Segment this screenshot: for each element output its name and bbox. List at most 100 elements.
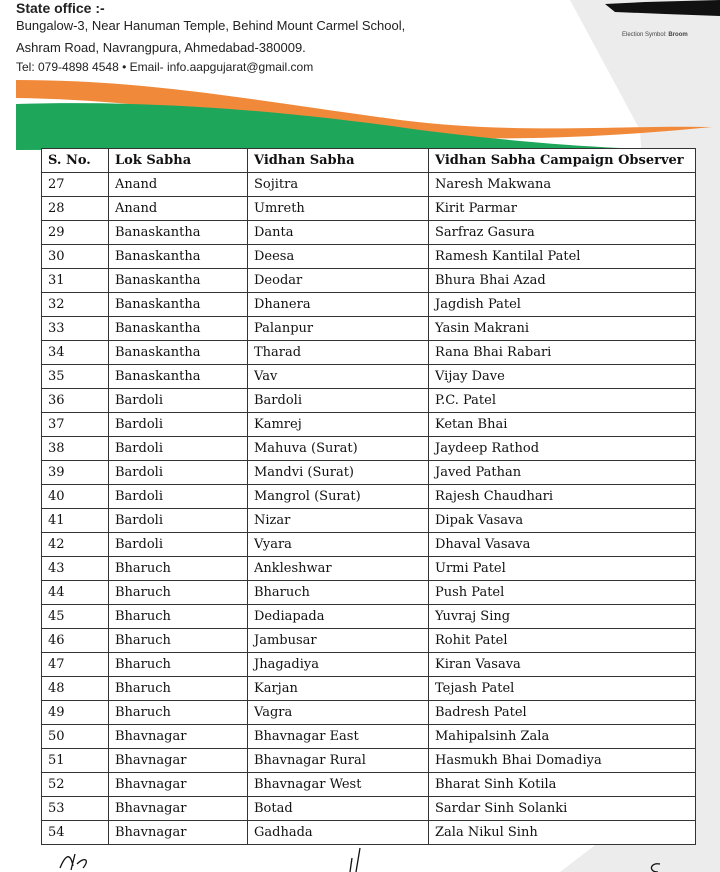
cell-sno: 53: [41, 796, 109, 821]
table-row: 51 Bhavnagar Bhavnagar Rural Hasmukh Bhai D…: [41, 748, 696, 773]
cell-sno: 32: [41, 292, 109, 317]
cell-observer: Rajesh Chaudhari: [428, 484, 696, 509]
table-row: 31 Banaskantha Deodar Bhura Bhai Azad: [41, 268, 696, 293]
cell-sno: 36: [41, 388, 109, 413]
cell-sno: 45: [41, 604, 109, 629]
table-row: 30 Banaskantha Deesa Ramesh Kantilal Patel: [41, 244, 696, 269]
cell-vidhan-sabha: Dhanera: [247, 292, 429, 317]
cell-lok-sabha: Bhavnagar: [108, 724, 248, 749]
signature-2: [349, 847, 361, 872]
cell-lok-sabha: Bardoli: [108, 508, 248, 533]
cell-vidhan-sabha: Bhavnagar Rural: [247, 748, 429, 773]
observer-table: S. No. Lok Sabha Vidhan Sabha Vidhan Sab…: [41, 148, 696, 845]
cell-sno: 49: [41, 700, 109, 725]
cell-observer: Kiran Vasava: [428, 652, 696, 677]
cell-lok-sabha: Bardoli: [108, 484, 248, 509]
cell-vidhan-sabha: Vyara: [247, 532, 429, 557]
cell-observer: Jagdish Patel: [428, 292, 696, 317]
cell-lok-sabha: Bardoli: [108, 388, 248, 413]
signature-3: [650, 863, 661, 872]
table-row: 53 Bhavnagar Botad Sardar Sinh Solanki: [41, 796, 696, 821]
cell-observer: Badresh Patel: [428, 700, 696, 725]
cell-sno: 54: [41, 820, 109, 845]
cell-vidhan-sabha: Bharuch: [247, 580, 429, 605]
cell-vidhan-sabha: Mahuva (Surat): [247, 436, 429, 461]
cell-vidhan-sabha: Deesa: [247, 244, 429, 269]
cell-sno: 40: [41, 484, 109, 509]
cell-sno: 41: [41, 508, 109, 533]
cell-lok-sabha: Anand: [108, 196, 248, 221]
cell-observer: Kirit Parmar: [428, 196, 696, 221]
table-row: 43 Bharuch Ankleshwar Urmi Patel: [41, 556, 696, 581]
cell-observer: Push Patel: [428, 580, 696, 605]
table-row: 27 Anand Sojitra Naresh Makwana: [41, 172, 696, 197]
col-lok-sabha: Lok Sabha: [108, 148, 248, 173]
table-row: 33 Banaskantha Palanpur Yasin Makrani: [41, 316, 696, 341]
cell-observer: Ramesh Kantilal Patel: [428, 244, 696, 269]
election-symbol: Election Symbol: Broom: [622, 32, 688, 38]
cell-observer: Sardar Sinh Solanki: [428, 796, 696, 821]
table-row: 54 Bhavnagar Gadhada Zala Nikul Sinh: [41, 820, 696, 845]
cell-observer: Hasmukh Bhai Domadiya: [428, 748, 696, 773]
table-row: 47 Bharuch Jhagadiya Kiran Vasava: [41, 652, 696, 677]
table-row: 45 Bharuch Dediapada Yuvraj Sing: [41, 604, 696, 629]
office-title: State office :-: [16, 0, 105, 16]
cell-sno: 38: [41, 436, 109, 461]
cell-lok-sabha: Bharuch: [108, 676, 248, 701]
cell-sno: 31: [41, 268, 109, 293]
cell-vidhan-sabha: Gadhada: [247, 820, 429, 845]
table-row: 39 Bardoli Mandvi (Surat) Javed Pathan: [41, 460, 696, 485]
cell-vidhan-sabha: Bardoli: [247, 388, 429, 413]
cell-sno: 48: [41, 676, 109, 701]
cell-observer: Javed Pathan: [428, 460, 696, 485]
cell-lok-sabha: Bhavnagar: [108, 748, 248, 773]
table-row: 37 Bardoli Kamrej Ketan Bhai: [41, 412, 696, 437]
cell-lok-sabha: Bardoli: [108, 412, 248, 437]
cell-vidhan-sabha: Bhavnagar West: [247, 772, 429, 797]
cell-sno: 51: [41, 748, 109, 773]
cell-lok-sabha: Bhavnagar: [108, 820, 248, 845]
cell-observer: Dipak Vasava: [428, 508, 696, 533]
cell-vidhan-sabha: Vagra: [247, 700, 429, 725]
cell-vidhan-sabha: Danta: [247, 220, 429, 245]
cell-vidhan-sabha: Jhagadiya: [247, 652, 429, 677]
cell-observer: Mahipalsinh Zala: [428, 724, 696, 749]
cell-lok-sabha: Bardoli: [108, 460, 248, 485]
table-row: 29 Banaskantha Danta Sarfraz Gasura: [41, 220, 696, 245]
cell-lok-sabha: Bhavnagar: [108, 772, 248, 797]
cell-observer: P.C. Patel: [428, 388, 696, 413]
table-row: 48 Bharuch Karjan Tejash Patel: [41, 676, 696, 701]
cell-lok-sabha: Banaskantha: [108, 220, 248, 245]
table-row: 28 Anand Umreth Kirit Parmar: [41, 196, 696, 221]
col-vidhan-sabha: Vidhan Sabha: [247, 148, 429, 173]
address-line-2: Ashram Road, Navrangpura, Ahmedabad-3800…: [16, 40, 306, 55]
cell-vidhan-sabha: Mandvi (Surat): [247, 460, 429, 485]
cell-sno: 42: [41, 532, 109, 557]
cell-lok-sabha: Bharuch: [108, 628, 248, 653]
cell-lok-sabha: Banaskantha: [108, 268, 248, 293]
signature-1: [59, 853, 87, 871]
cell-lok-sabha: Banaskantha: [108, 292, 248, 317]
cell-observer: Zala Nikul Sinh: [428, 820, 696, 845]
cell-sno: 27: [41, 172, 109, 197]
cell-lok-sabha: Banaskantha: [108, 244, 248, 269]
cell-vidhan-sabha: Kamrej: [247, 412, 429, 437]
address-line-1: Bungalow-3, Near Hanuman Temple, Behind …: [16, 18, 406, 33]
table-row: 34 Banaskantha Tharad Rana Bhai Rabari: [41, 340, 696, 365]
cell-sno: 47: [41, 652, 109, 677]
cell-observer: Jaydeep Rathod: [428, 436, 696, 461]
cell-vidhan-sabha: Karjan: [247, 676, 429, 701]
cell-observer: Bharat Sinh Kotila: [428, 772, 696, 797]
cell-sno: 52: [41, 772, 109, 797]
cell-vidhan-sabha: Botad: [247, 796, 429, 821]
tricolor-waves: [16, 80, 712, 150]
cell-sno: 30: [41, 244, 109, 269]
table-row: 42 Bardoli Vyara Dhaval Vasava: [41, 532, 696, 557]
cell-vidhan-sabha: Deodar: [247, 268, 429, 293]
cell-vidhan-sabha: Palanpur: [247, 316, 429, 341]
cell-lok-sabha: Banaskantha: [108, 316, 248, 341]
table-row: 50 Bhavnagar Bhavnagar East Mahipalsinh Zal…: [41, 724, 696, 749]
table-row: 35 Banaskantha Vav Vijay Dave: [41, 364, 696, 389]
cell-sno: 39: [41, 460, 109, 485]
table-row: 46 Bharuch Jambusar Rohit Patel: [41, 628, 696, 653]
